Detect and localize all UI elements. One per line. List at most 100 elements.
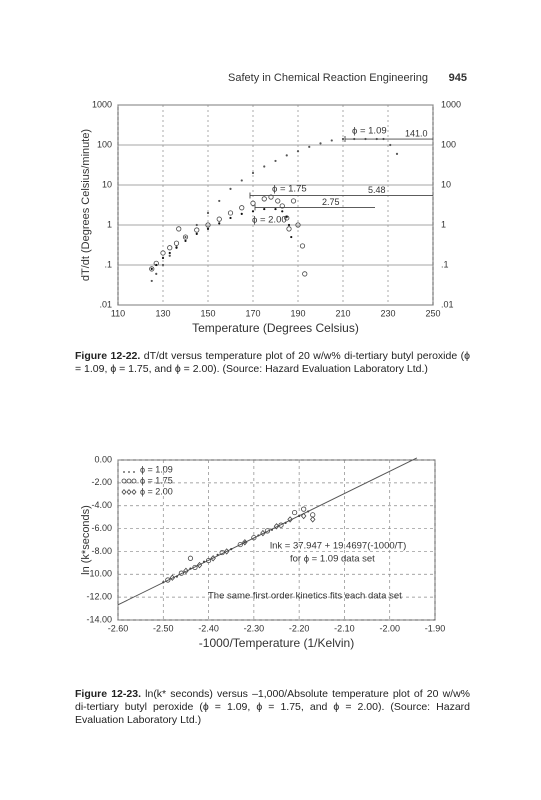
- x-axis-title: -1000/Temperature (1/Kelvin): [199, 636, 354, 650]
- y-tick-label: -10.00: [86, 569, 112, 579]
- y-tick-label: 1: [107, 219, 112, 229]
- data-point: [183, 567, 189, 575]
- data-point: [296, 150, 300, 153]
- legend-marker: [126, 488, 132, 496]
- y-tick-label: 1000: [92, 99, 112, 109]
- y-axis-title: dT/dt (Degrees Celsius/minute): [80, 129, 92, 281]
- data-point: [301, 506, 307, 512]
- x-tick-label: 130: [155, 308, 170, 318]
- data-point: [285, 154, 288, 157]
- data-point: [308, 145, 311, 148]
- x-tick-label: -1.90: [425, 623, 446, 633]
- x-tick-label: -2.60: [108, 623, 129, 633]
- data-point: [290, 235, 293, 239]
- data-point: [202, 560, 206, 563]
- data-point: [260, 529, 266, 537]
- data-point: [251, 535, 257, 541]
- data-point: [205, 557, 212, 564]
- x-tick-label: -2.20: [289, 623, 310, 633]
- y-tick-label: .01: [99, 299, 112, 309]
- annotation: 2.75: [322, 197, 340, 207]
- data-point: [299, 243, 306, 249]
- data-point: [300, 512, 307, 520]
- x-tick-label: -2.50: [153, 623, 174, 633]
- legend-label: ϕ = 1.09: [140, 464, 173, 474]
- annotation: 141.0: [405, 128, 428, 138]
- annotation: ϕ = 1.75: [272, 184, 307, 195]
- y-tick-label: -6.00: [91, 523, 112, 533]
- data-point: [237, 541, 243, 548]
- data-point: [298, 514, 301, 518]
- data-point: [239, 205, 245, 211]
- data-point: [175, 575, 178, 578]
- data-point: [175, 246, 178, 249]
- data-point: [169, 574, 176, 581]
- data-point: [206, 211, 210, 215]
- data-point: [263, 165, 266, 168]
- data-point: [155, 272, 158, 275]
- data-point: [243, 541, 246, 544]
- data-point: [150, 267, 153, 270]
- data-point: [230, 548, 233, 551]
- x-tick-label: 250: [425, 308, 440, 318]
- data-point: [341, 137, 345, 141]
- data-point: [195, 223, 198, 227]
- annotation: ϕ = 1.09: [352, 126, 387, 137]
- data-point: [227, 210, 234, 216]
- data-point: [161, 263, 165, 267]
- data-point: [284, 521, 287, 524]
- y-tick-label: 1000: [441, 99, 461, 109]
- data-point: [150, 279, 153, 283]
- y-tick-label: 100: [441, 139, 456, 149]
- fit-line: [117, 457, 418, 606]
- data-point: [287, 223, 291, 227]
- data-point: [216, 553, 219, 556]
- y-tick-label: -14.00: [86, 614, 112, 624]
- data-point: [205, 222, 211, 228]
- legend-marker: [133, 471, 135, 473]
- y-tick-label: -2.00: [91, 477, 112, 487]
- data-point: [310, 516, 316, 523]
- annotation: ϕ = 2.00: [252, 215, 287, 226]
- data-point: [167, 245, 173, 251]
- annotation: lnk = 37.947 + 19.4697(-1000/T): [270, 541, 406, 552]
- data-point: [242, 539, 248, 546]
- y-tick-label: .1: [104, 259, 112, 269]
- data-point: [251, 171, 255, 175]
- data-point: [281, 210, 284, 213]
- data-point: [223, 548, 230, 555]
- data-point: [264, 528, 271, 534]
- annotation: for ϕ = 1.09 data set: [290, 554, 375, 565]
- x-tick-label: 190: [290, 308, 305, 318]
- legend-marker: [123, 471, 125, 473]
- legend-marker: [128, 471, 130, 473]
- caption-label: Figure 12-23.: [75, 688, 141, 700]
- data-point: [176, 226, 182, 232]
- data-point: [149, 266, 155, 272]
- x-tick-label: 170: [245, 308, 260, 318]
- data-point: [229, 187, 232, 190]
- data-point: [279, 203, 285, 209]
- caption-label: Figure 12-22.: [75, 350, 141, 362]
- y-tick-label: -8.00: [91, 546, 112, 556]
- data-point: [162, 581, 165, 584]
- x-tick-label: 230: [380, 308, 395, 318]
- x-tick-label: -2.40: [198, 623, 219, 633]
- data-point: [285, 215, 288, 218]
- data-point: [189, 567, 192, 570]
- data-point: [319, 142, 322, 145]
- data-point: [286, 226, 292, 232]
- data-point: [302, 271, 308, 277]
- data-point: [216, 216, 222, 222]
- legend-label: ϕ = 1.75: [140, 475, 173, 485]
- y-tick-label: -4.00: [91, 500, 112, 510]
- data-point: [292, 509, 298, 516]
- data-point: [160, 250, 166, 256]
- y-tick-label: -12.00: [86, 592, 112, 602]
- y-tick-label: 100: [97, 139, 112, 149]
- data-point: [210, 555, 216, 562]
- x-axis-title: Temperature (Degrees Celsius): [192, 321, 359, 335]
- legend-marker: [121, 478, 127, 484]
- data-point: [229, 216, 232, 220]
